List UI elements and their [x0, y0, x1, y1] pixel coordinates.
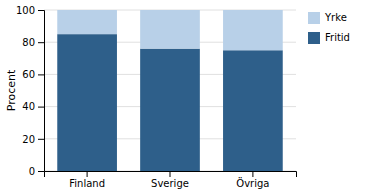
legend-swatch — [308, 32, 320, 44]
axis-domain — [45, 172, 297, 178]
grid — [44, 10, 296, 171]
tick: 80 — [22, 37, 44, 48]
tick-mark — [38, 10, 44, 11]
tick: 60 — [22, 69, 44, 80]
legend-label: Fritid — [325, 32, 350, 43]
tick: Sverige — [151, 171, 189, 189]
tick: 40 — [22, 101, 44, 112]
tick-label: 0 — [29, 166, 35, 177]
legend: Yrke Fritid — [308, 12, 350, 44]
tick-mark — [170, 171, 171, 177]
tick: Övriga — [236, 171, 269, 189]
bar — [223, 10, 283, 50]
tick-label: 100 — [16, 5, 35, 16]
tick-mark — [38, 107, 44, 108]
x-axis: Finland Sverige Övriga — [45, 171, 297, 189]
y-axis: 0 20 40 60 80 100 — [16, 5, 45, 177]
y-axis-title: Procent — [5, 69, 18, 111]
bar — [140, 10, 200, 49]
tick-mark — [38, 42, 44, 43]
plot: 0 20 40 60 80 100 Finland Sverige Övriga — [16, 5, 297, 189]
tick: 100 — [16, 5, 44, 16]
legend-label: Yrke — [324, 12, 347, 23]
tick-label: 80 — [22, 37, 35, 48]
tick-label: Övriga — [236, 177, 269, 189]
tick-label: 20 — [22, 134, 35, 145]
legend-swatch — [308, 12, 320, 24]
legend-item: Fritid — [308, 32, 350, 44]
tick-mark — [252, 171, 253, 177]
tick-mark — [87, 171, 88, 177]
bar — [57, 34, 117, 171]
legend-item: Yrke — [308, 12, 347, 24]
axis-domain — [38, 11, 45, 172]
bar-series — [57, 34, 282, 171]
bar-series — [57, 10, 282, 50]
bars — [57, 10, 282, 171]
tick-label: 60 — [22, 69, 35, 80]
tick: 20 — [22, 134, 44, 145]
tick-label: Finland — [69, 178, 105, 189]
tick-label: Sverige — [151, 178, 189, 189]
bar — [223, 50, 283, 171]
tick: 0 — [29, 166, 44, 177]
chart: 0 20 40 60 80 100 Finland Sverige Övriga Procent Y… — [0, 0, 366, 193]
tick: Finland — [69, 171, 105, 189]
tick-label: 40 — [22, 101, 35, 112]
bar — [140, 49, 200, 171]
tick-mark — [38, 74, 44, 75]
bar — [57, 10, 117, 34]
tick-mark — [38, 171, 44, 172]
tick-mark — [38, 139, 44, 140]
